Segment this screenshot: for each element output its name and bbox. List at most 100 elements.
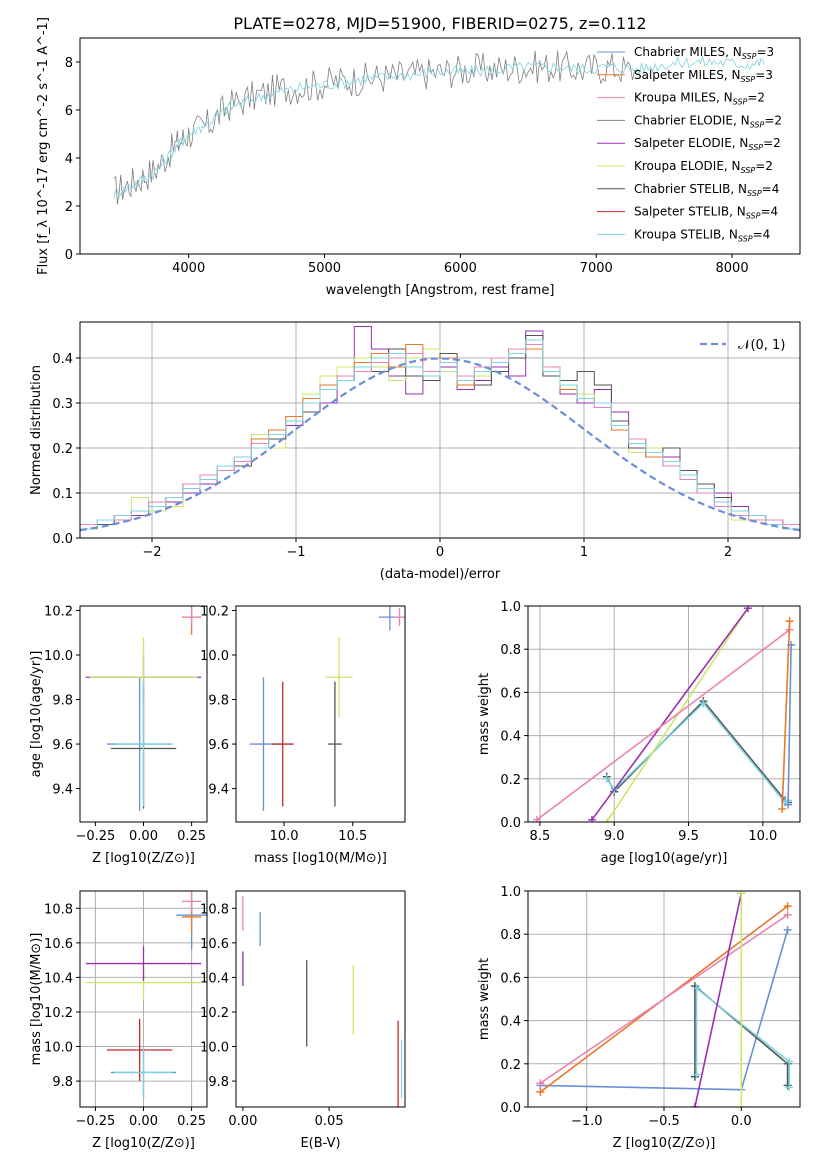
legend-label: Chabrier MILES, NSSP=3 <box>634 45 774 61</box>
weight-marker <box>785 617 794 626</box>
legend-subscript: SSP <box>741 75 756 84</box>
weight-marker <box>737 1103 746 1107</box>
x-tick-label: −0.25 <box>75 829 115 844</box>
weight-line-2 <box>539 914 789 1084</box>
y-tick-label: 10.0 <box>200 1041 229 1056</box>
x-tick-label: 0 <box>436 545 444 560</box>
legend-label: Kroupa MILES, NSSP=2 <box>634 91 765 107</box>
weight-marker <box>784 800 793 809</box>
y-tick-label: 9.4 <box>52 783 73 798</box>
x-tick-label: 0.00 <box>129 829 158 844</box>
weight-marker <box>536 1087 545 1096</box>
axes-frame <box>235 605 406 823</box>
y-axis-label: age [log10(age/yr)] <box>29 651 44 778</box>
x-tick-label: −0.25 <box>75 1114 115 1129</box>
legend-subscript: SSP <box>741 166 756 175</box>
plot-area <box>80 322 800 538</box>
weight-marker <box>785 1057 794 1066</box>
legend-label: Chabrier ELODIE, NSSP=2 <box>634 113 782 129</box>
weight-line-1 <box>606 702 789 804</box>
legend-suffix: =3 <box>755 68 773 82</box>
weight-marker <box>692 984 701 993</box>
y-tick-label: 10.6 <box>200 937 229 952</box>
x-tick-label: 0.00 <box>228 1114 257 1129</box>
x-tick-label: 8.5 <box>530 829 551 844</box>
y-tick-label: 0.0 <box>500 1101 521 1116</box>
weight-marker <box>743 606 752 613</box>
x-axis-label: E(B-V) <box>300 1136 340 1151</box>
plot-area <box>249 606 405 811</box>
y-tick-label: 10.4 <box>44 971 73 986</box>
chart-mass_weight_vs_Z: −1.0 −0.5 0.0 0.0 0.2 0.4 0.6 0.8 1.0 Z [log10(Z/… <box>477 885 801 1151</box>
y-tick-label: 10.8 <box>200 902 229 917</box>
y-tick-label: 10.2 <box>44 604 73 619</box>
plot-area <box>242 896 403 1107</box>
legend-subscript: SSP <box>747 189 762 198</box>
x-axis-label: mass [log10(M/M⊙)] <box>254 851 387 866</box>
x-tick-label: 0.25 <box>177 829 206 844</box>
x-axis-label: age [log10(age/yr)] <box>601 851 728 866</box>
weight-marker <box>699 699 708 708</box>
legend-label: Kroupa STELIB, NSSP=4 <box>634 227 770 243</box>
y-tick-label: 9.4 <box>208 783 229 798</box>
x-tick-label: 0.25 <box>177 1114 206 1129</box>
histogram-5 <box>80 339 800 530</box>
legend-suffix: =4 <box>762 182 780 196</box>
y-tick-label: 10.0 <box>200 649 229 664</box>
weight-marker <box>690 1103 699 1107</box>
x-axis-label: wavelength [Angstrom, rest frame] <box>326 283 555 298</box>
x-tick-label: 9.5 <box>678 829 699 844</box>
weight-line-0 <box>606 699 789 804</box>
y-tick-label: 9.8 <box>52 694 73 709</box>
y-tick-label: 9.6 <box>208 738 229 753</box>
y-tick-label: 9.6 <box>52 738 73 753</box>
x-tick-label: 7000 <box>580 261 613 276</box>
y-tick-label: 2 <box>65 200 73 215</box>
y-tick-label: 10.2 <box>200 1006 229 1021</box>
y-tick-label: 0.6 <box>500 686 521 701</box>
plot-area <box>528 606 800 822</box>
legend-suffix: =4 <box>760 205 778 219</box>
y-tick-label: 10.0 <box>44 649 73 664</box>
x-tick-label: −1.0 <box>571 1114 603 1129</box>
y-tick-label: 10.8 <box>44 902 73 917</box>
weight-marker <box>737 891 746 898</box>
chart-age_vs_Z: −0.25 0.00 0.25 9.4 9.6 9.8 10.0 10.2 Z [log10(Z… <box>29 604 208 866</box>
y-tick-label: 0.2 <box>52 442 73 457</box>
normal-curve <box>80 357 800 532</box>
axes-frame <box>235 890 406 1108</box>
y-axis-label: Normed distribution <box>29 365 44 495</box>
legend-subscript: SSP <box>746 212 761 221</box>
y-tick-label: 0.2 <box>500 1058 521 1073</box>
y-axis-label: mass [log10(M/M⊙)] <box>29 933 44 1066</box>
y-tick-label: 0.1 <box>52 487 73 502</box>
legend-subscript: SSP <box>748 143 763 152</box>
x-axis-label: Z [log10(Z/Z⊙)] <box>613 1136 716 1151</box>
legend-suffix: =4 <box>753 227 771 241</box>
y-tick-label: 0.4 <box>52 352 73 367</box>
x-tick-label: 6000 <box>444 261 477 276</box>
legend-normal-label: 𝒩(0, 1) <box>738 338 785 353</box>
x-tick-label: 10.0 <box>748 829 777 844</box>
x-tick-label: 2 <box>724 545 732 560</box>
weight-line-4 <box>695 986 791 1088</box>
x-tick-label: 5000 <box>308 261 341 276</box>
y-tick-label: 10.0 <box>44 1041 73 1056</box>
weight-marker <box>787 640 796 649</box>
legend-label: Chabrier STELIB, NSSP=4 <box>634 182 779 198</box>
x-tick-label: 4000 <box>172 261 205 276</box>
y-tick-label: 0.2 <box>500 773 521 788</box>
chart-residuals: 𝒩(0, 1) −2 −1 0 1 2 0.0 0.1 0.2 0.3 0.4 (data-model… <box>29 321 801 582</box>
chart-mass_vs_ebv: 0.00 0.05 9.8 10.0 10.2 10.4 10.6 10.8 E(B-V) <box>200 890 406 1151</box>
legend-subscript: SSP <box>742 52 757 61</box>
y-tick-label: 9.8 <box>52 1075 73 1090</box>
y-axis-label: mass weight <box>477 673 492 755</box>
weight-marker <box>783 902 792 911</box>
y-tick-label: 0 <box>65 248 73 263</box>
y-tick-label: 8 <box>65 56 73 71</box>
x-axis-label: (data-model)/error <box>380 567 501 582</box>
chart-mass_weight_vs_age: 8.5 9.0 9.5 10.0 0.0 0.2 0.4 0.6 0.8 1.0 age [log1… <box>477 600 801 866</box>
weight-line-5 <box>694 893 743 1107</box>
legend-suffix: =2 <box>763 136 781 150</box>
x-tick-label: 0.00 <box>129 1114 158 1129</box>
